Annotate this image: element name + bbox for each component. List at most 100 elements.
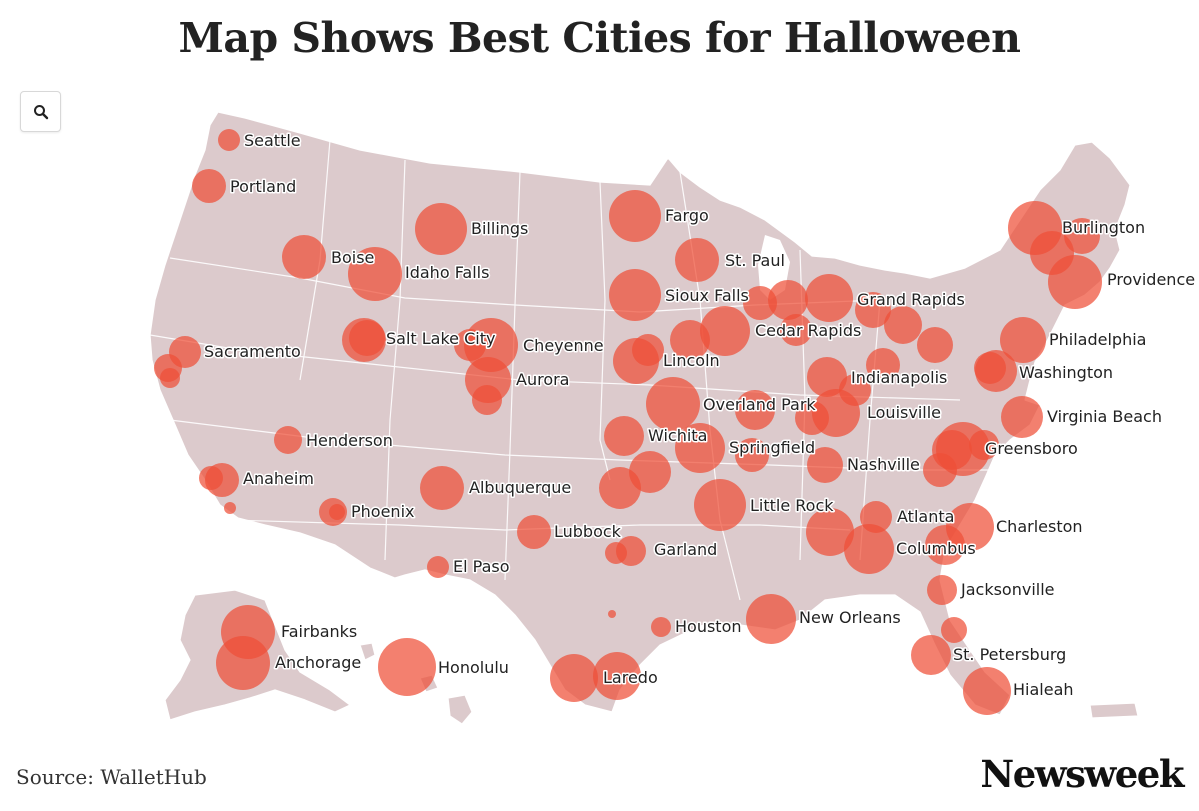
city-bubble-houston[interactable] (651, 617, 671, 637)
city-label-boise: Boise (331, 248, 374, 267)
city-bubble-nashville[interactable] (807, 447, 843, 483)
city-label-indianapolis: Indianapolis (851, 368, 947, 387)
city-bubble-albuquerque[interactable] (420, 466, 464, 510)
city-label-lincoln: Lincoln (663, 351, 720, 370)
city-bubble-unlabeled (855, 292, 891, 328)
city-bubble-unlabeled (941, 617, 967, 643)
city-bubble-anchorage[interactable] (216, 636, 270, 690)
city-bubble-lubbock[interactable] (517, 515, 551, 549)
city-label-billings: Billings (471, 219, 528, 238)
city-label-burlington: Burlington (1062, 218, 1145, 237)
city-label-salt-lake-city: Salt Lake City (386, 329, 495, 348)
city-label-overland-park: Overland Park (703, 395, 816, 414)
city-label-columbus: Columbus (896, 539, 976, 558)
city-bubble-laredo[interactable] (593, 652, 641, 700)
city-label-grand-rapids: Grand Rapids (857, 290, 965, 309)
city-bubble-charleston[interactable] (946, 503, 994, 551)
city-bubble-grand-rapids[interactable] (805, 274, 853, 322)
city-label-jacksonville: Jacksonville (960, 580, 1055, 599)
city-bubble-unlabeled (670, 320, 710, 360)
city-bubble-aurora[interactable] (465, 357, 511, 403)
city-bubble-springfield[interactable] (675, 423, 725, 473)
hawaii-big-island (447, 694, 473, 725)
city-bubble-unlabeled (866, 348, 900, 382)
city-bubble-el-paso[interactable] (427, 556, 449, 578)
city-label-anchorage: Anchorage (275, 653, 361, 672)
city-bubble-jacksonville[interactable] (927, 575, 957, 605)
city-label-houston: Houston (675, 617, 742, 636)
city-bubble-unlabeled (550, 654, 598, 702)
city-bubble-cheyenne[interactable] (464, 318, 518, 372)
city-bubble-wichita[interactable] (604, 416, 644, 456)
city-label-seattle: Seattle (244, 131, 301, 150)
puerto-rico (1089, 702, 1139, 719)
city-bubble-st-petersburg[interactable] (911, 635, 951, 675)
city-bubble-henderson[interactable] (274, 426, 302, 454)
city-bubble-little-rock[interactable] (694, 479, 746, 531)
city-bubble-honolulu[interactable] (378, 638, 436, 696)
hawaii-oahu (359, 642, 376, 661)
map-title: Map Shows Best Cities for Halloween (178, 14, 1021, 62)
city-bubble-virginia-beach[interactable] (1001, 396, 1043, 438)
city-bubble-philadelphia[interactable] (1000, 317, 1046, 363)
city-bubble-lincoln[interactable] (613, 338, 659, 384)
city-label-laredo: Laredo (603, 668, 658, 687)
city-label-sioux-falls: Sioux Falls (665, 286, 749, 305)
city-label-fairbanks: Fairbanks (281, 622, 357, 641)
city-bubble-new-orleans[interactable] (746, 594, 796, 644)
newsweek-logo: Newsweek (980, 752, 1184, 796)
city-bubble-hialeah[interactable] (963, 667, 1011, 715)
city-label-wichita: Wichita (648, 426, 707, 445)
city-label-washington: Washington (1019, 363, 1113, 382)
city-bubble-unlabeled (884, 306, 922, 344)
city-label-providence: Providence (1107, 270, 1195, 289)
city-label-albuquerque: Albuquerque (469, 478, 571, 497)
city-label-portland: Portland (230, 177, 296, 196)
city-bubble-sioux-falls[interactable] (609, 269, 661, 321)
city-bubble-fargo[interactable] (609, 190, 661, 242)
city-label-garland: Garland (654, 540, 717, 559)
city-label-springfield: Springfield (729, 438, 815, 457)
city-bubble-salt-lake-city[interactable] (342, 318, 386, 362)
city-bubble-unlabeled (599, 467, 641, 509)
city-bubble-boise[interactable] (282, 235, 326, 279)
city-bubble-unlabeled (735, 390, 775, 430)
city-label-lubbock: Lubbock (554, 522, 622, 541)
city-label-atlanta: Atlanta (897, 507, 954, 526)
city-label-nashville: Nashville (847, 455, 920, 474)
city-bubble-overland-park[interactable] (646, 377, 700, 431)
city-bubbles (154, 129, 1102, 715)
city-bubble-garland[interactable] (616, 536, 646, 566)
city-bubble-columbus[interactable] (844, 524, 894, 574)
city-label-phoenix: Phoenix (351, 502, 414, 521)
magnifier-icon (33, 104, 48, 119)
city-bubble-unlabeled (735, 438, 769, 472)
city-bubble-louisville[interactable] (812, 389, 860, 437)
city-label-greensboro: Greensboro (985, 439, 1078, 458)
city-label-el-paso: El Paso (453, 557, 510, 576)
city-bubble-indianapolis[interactable] (807, 357, 847, 397)
city-bubble-unlabeled (743, 286, 777, 320)
city-label-aurora: Aurora (516, 370, 569, 389)
city-bubble-anaheim[interactable] (205, 463, 239, 497)
city-bubble-st-paul[interactable] (675, 238, 719, 282)
zoom-button[interactable] (20, 91, 61, 132)
city-bubble-idaho-falls[interactable] (348, 247, 402, 301)
city-labels: Seattle Portland Boise Idaho Falls Billings F… (203, 130, 1197, 701)
city-label-fargo: Fargo (665, 206, 709, 225)
city-bubble-seattle[interactable] (218, 129, 240, 151)
city-bubble-washington[interactable] (975, 350, 1017, 392)
city-label-sacramento: Sacramento (204, 342, 301, 361)
source-note: Source: WalletHub (16, 765, 207, 789)
city-bubble-portland[interactable] (192, 169, 226, 203)
city-bubble-billings[interactable] (415, 203, 467, 255)
city-bubble-sacramento[interactable] (169, 336, 201, 368)
city-bubble-phoenix[interactable] (319, 498, 347, 526)
city-bubble-burlington[interactable] (1008, 201, 1062, 255)
city-bubble-cedar-rapids[interactable] (700, 306, 750, 356)
city-label-hialeah: Hialeah (1013, 680, 1074, 699)
city-bubble-unlabeled (768, 280, 808, 320)
city-bubble-providence[interactable] (1048, 255, 1102, 309)
city-bubble-greensboro[interactable] (936, 422, 990, 476)
